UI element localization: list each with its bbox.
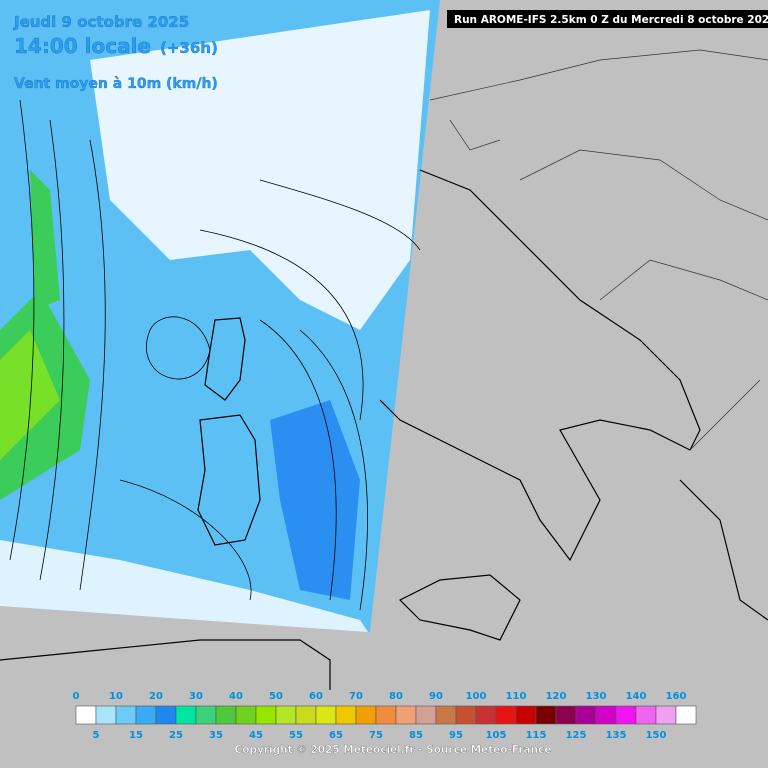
legend-label: 80 [389, 691, 403, 702]
legend-swatch [575, 705, 597, 725]
legend-label: 25 [169, 730, 183, 741]
legend-label: 95 [449, 730, 463, 741]
legend-label: 100 [466, 691, 487, 702]
forecast-time: 14:00 locale [14, 34, 151, 58]
legend-label: 35 [209, 730, 223, 741]
legend-label: 90 [429, 691, 443, 702]
legend-swatch [415, 705, 437, 725]
legend-label: 70 [349, 691, 363, 702]
legend-label: 135 [606, 730, 627, 741]
legend-swatch [495, 705, 517, 725]
calm-area [0, 540, 368, 632]
legend-label: 45 [249, 730, 263, 741]
legend: 0 10 20 30 40 50 60 70 80 90 100 110 120 130 140 160 5 15… [73, 691, 697, 741]
coastlines [0, 169, 768, 690]
streamlines [9, 99, 421, 611]
legend-label: 150 [646, 730, 667, 741]
legend-swatch [295, 705, 317, 725]
legend-label: 130 [586, 691, 607, 702]
legend-label: 120 [546, 691, 567, 702]
strong-wind [30, 170, 60, 310]
legend-swatch [215, 705, 237, 725]
legend-swatch [115, 705, 137, 725]
legend-swatch [335, 705, 357, 725]
legend-swatch [515, 705, 537, 725]
legend-swatch [155, 705, 177, 725]
legend-label: 75 [369, 730, 383, 741]
legend-label: 110 [506, 691, 527, 702]
parameter: Vent moyen à 10m (km/h) [14, 76, 218, 92]
legend-swatch [395, 705, 417, 725]
legend-swatch [195, 705, 217, 725]
legend-label: 20 [149, 691, 163, 702]
legend-label: 85 [409, 730, 423, 741]
legend-swatch [235, 705, 257, 725]
legend-label: 125 [566, 730, 587, 741]
legend-swatch [475, 705, 497, 725]
legend-label: 0 [73, 691, 80, 702]
lead-time: (+36h) [160, 39, 218, 57]
legend-swatch [595, 705, 617, 725]
copyright: Copyright © 2025 Meteociel.fr - Source M… [235, 744, 552, 756]
legend-label: 15 [129, 730, 143, 741]
legend-swatch [355, 705, 377, 725]
legend-swatch [95, 705, 117, 725]
legend-swatch [455, 705, 477, 725]
borders [429, 49, 768, 451]
legend-label: 105 [486, 730, 507, 741]
legend-label: 140 [626, 691, 647, 702]
legend-label: 65 [329, 730, 343, 741]
legend-label: 30 [189, 691, 203, 702]
legend-label: 55 [289, 730, 303, 741]
calm-area [90, 10, 430, 330]
legend-swatch [75, 705, 97, 725]
run-banner [447, 10, 768, 28]
strong-wind [0, 330, 60, 460]
run-info: Run AROME-IFS 2.5km 0 Z du Mercredi 8 oc… [454, 14, 768, 26]
legend-swatch [675, 705, 697, 725]
legend-swatch [535, 705, 557, 725]
legend-swatch [275, 705, 297, 725]
legend-label: 5 [93, 730, 100, 741]
legend-label: 160 [666, 691, 687, 702]
legend-swatch [655, 705, 677, 725]
legend-swatch [315, 705, 337, 725]
legend-label: 60 [309, 691, 323, 702]
legend-swatch [435, 705, 457, 725]
legend-swatch [255, 705, 277, 725]
legend-label: 50 [269, 691, 283, 702]
legend-label: 40 [229, 691, 243, 702]
moderate-wind [270, 400, 360, 600]
legend-label: 10 [109, 691, 123, 702]
legend-swatch [635, 705, 657, 725]
legend-swatch [615, 705, 637, 725]
legend-label: 115 [526, 730, 547, 741]
legend-swatch [175, 705, 197, 725]
legend-swatch [555, 705, 577, 725]
forecast-date: Jeudi 9 octobre 2025 [13, 13, 189, 31]
legend-swatch [135, 705, 157, 725]
legend-swatch [375, 705, 397, 725]
